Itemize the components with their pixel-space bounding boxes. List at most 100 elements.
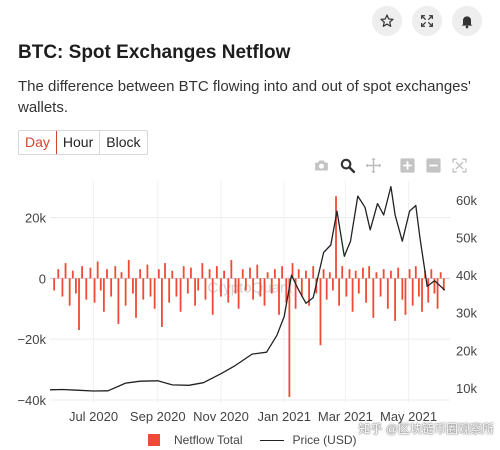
netflow-bar <box>442 278 445 291</box>
bell-icon <box>461 16 473 29</box>
netflow-bar <box>190 267 192 279</box>
netflow-bar <box>354 270 357 279</box>
netflow-bar <box>439 272 442 279</box>
netflow-bar <box>294 278 297 309</box>
netflow-bar <box>223 270 225 279</box>
netflow-bar <box>300 278 303 297</box>
pan-icon <box>365 157 382 174</box>
netflow-bar <box>161 278 163 327</box>
netflow-bar <box>288 278 291 397</box>
expand-icon <box>421 15 433 27</box>
netflow-bar <box>93 278 96 303</box>
netflow-bar <box>319 278 322 346</box>
price-legend-line[interactable] <box>260 439 285 441</box>
netflow-bar <box>332 278 334 291</box>
star-icon <box>380 14 394 27</box>
netflow-bar <box>404 278 407 315</box>
netflow-bar <box>408 269 411 279</box>
netflow-bar <box>297 269 300 279</box>
netflow-bar <box>157 269 160 279</box>
netflow-chart[interactable]: 20k 0 −20k −40k 60k 50k 40k 30k 20k 10k Jul 2020 Se… <box>0 175 500 433</box>
price-legend-label[interactable]: Price (USD) <box>292 433 357 447</box>
x-tick-label: Sep 2020 <box>130 409 186 424</box>
netflow-bar <box>328 272 331 279</box>
netflow-bar <box>325 278 328 300</box>
zoom-icon <box>340 158 356 174</box>
netflow-bar <box>386 278 389 309</box>
zoom-in-button[interactable] <box>398 156 417 175</box>
pan-button[interactable] <box>364 156 383 175</box>
netflow-bar <box>348 269 351 279</box>
netflow-bar <box>291 263 294 279</box>
netflow-bar <box>57 269 60 279</box>
x-tick-label: Nov 2020 <box>193 409 249 424</box>
netflow-bar <box>127 260 130 279</box>
tab-hour[interactable]: Hour <box>56 131 101 154</box>
chart-toolbar <box>312 156 469 175</box>
netflow-bar <box>335 196 337 279</box>
netflow-bar <box>71 270 74 279</box>
chart-legend: Netflow Total Price (USD) <box>148 433 357 447</box>
netflow-bar <box>171 270 174 279</box>
netflow-bar <box>106 269 108 279</box>
netflow-bar <box>146 264 149 279</box>
zoom-out-icon <box>426 158 441 173</box>
tab-block[interactable]: Block <box>100 131 147 154</box>
netflow-bar <box>433 278 436 294</box>
netflow-bar <box>64 263 67 279</box>
netflow-legend-label[interactable]: Netflow Total <box>174 433 243 447</box>
netflow-bar <box>182 266 185 279</box>
netflow-bar <box>99 278 102 291</box>
netflow-bar <box>215 266 218 279</box>
netflow-bar <box>263 278 266 306</box>
zoom-in-icon <box>400 158 415 173</box>
y-left-tick-label: 0 <box>39 271 46 286</box>
alert-button[interactable] <box>452 6 482 36</box>
netflow-bar <box>312 266 315 279</box>
netflow-bar <box>266 272 269 279</box>
top-actions <box>372 6 482 36</box>
netflow-bar <box>139 269 142 279</box>
netflow-bar <box>114 266 117 279</box>
netflow-bar <box>308 278 310 306</box>
y-left-tick-label: −40k <box>17 393 46 408</box>
zoom-out-button[interactable] <box>424 156 443 175</box>
netflow-bar <box>382 269 385 279</box>
netflow-bar <box>418 278 420 297</box>
x-tick-label: May 2021 <box>380 409 437 424</box>
netflow-bar <box>375 272 378 279</box>
netflow-bar <box>75 278 77 294</box>
zoom-button[interactable] <box>338 156 357 175</box>
favorite-button[interactable] <box>372 6 402 36</box>
netflow-bar <box>270 278 273 294</box>
netflow-bar <box>211 278 214 315</box>
netflow-bar <box>394 278 396 321</box>
netflow-bar <box>117 278 120 324</box>
netflow-bar <box>102 278 105 312</box>
netflow-bar <box>430 269 433 279</box>
autoscale-icon <box>452 158 467 173</box>
netflow-bar <box>89 267 92 279</box>
download-image-button[interactable] <box>312 156 331 175</box>
netflow-bar <box>175 278 178 297</box>
autoscale-button[interactable] <box>450 156 469 175</box>
netflow-bar <box>164 263 166 279</box>
y-left-tick-label: −20k <box>17 332 46 347</box>
netflow-bar <box>208 269 211 279</box>
netflow-bar <box>427 278 430 303</box>
netflow-bar <box>227 278 230 303</box>
netflow-bar <box>365 278 367 303</box>
netflow-bar <box>401 278 404 300</box>
netflow-bar <box>421 278 423 312</box>
netflow-bar <box>81 266 84 279</box>
netflow-bar <box>362 267 364 279</box>
netflow-bar <box>142 278 145 300</box>
fullscreen-button[interactable] <box>412 6 442 36</box>
netflow-legend-swatch[interactable] <box>148 434 160 446</box>
tab-day[interactable]: Day <box>18 131 57 154</box>
netflow-bar <box>372 278 375 318</box>
y-right-tick-label: 60k <box>456 193 477 208</box>
camera-icon <box>315 160 328 171</box>
netflow-bar <box>351 278 354 312</box>
x-tick-label: Mar 2021 <box>318 409 373 424</box>
